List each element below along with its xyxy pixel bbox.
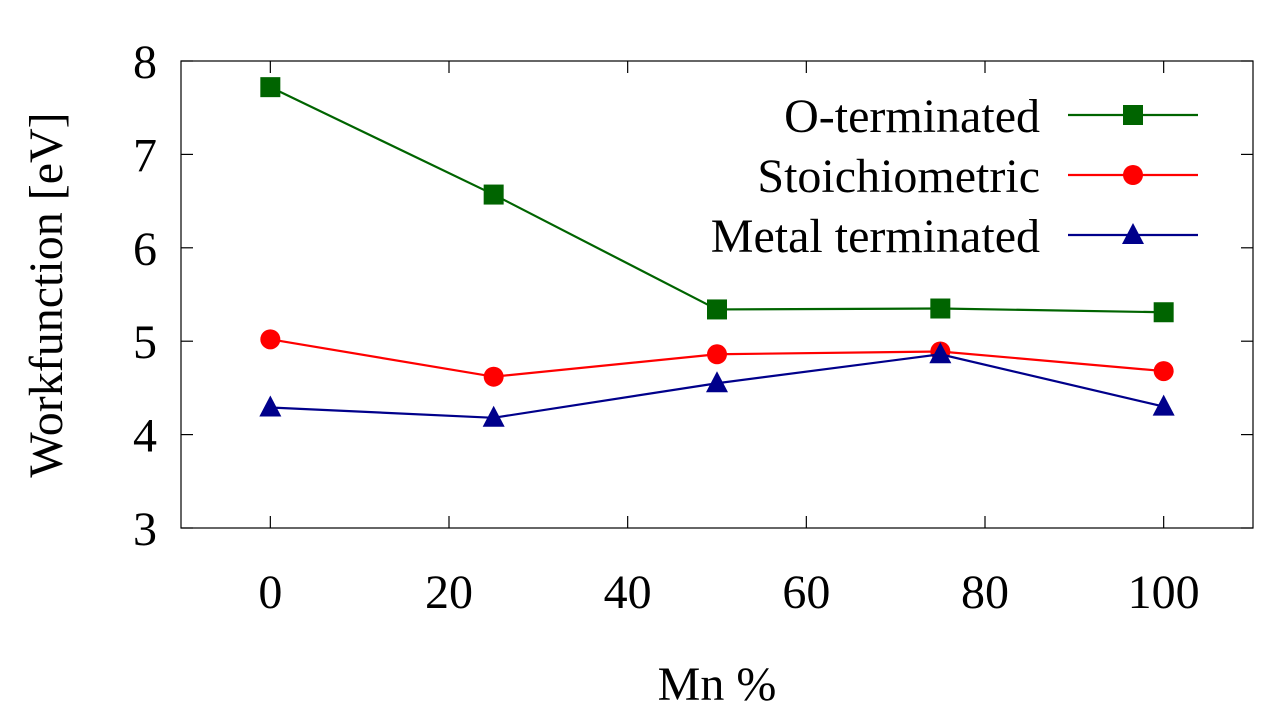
data-point-metal-terminated [929,342,952,364]
series-layer [259,77,1175,427]
y-tick-label: 5 [133,316,157,369]
data-point-metal-terminated [1152,394,1175,416]
data-point-o-terminated [930,298,951,319]
y-tick-label: 6 [133,223,157,276]
x-tick-label: 0 [258,566,282,619]
data-point-o-terminated [707,299,727,320]
x-axis-label: Mn % [658,658,777,711]
y-tick-label: 7 [133,129,157,182]
plot-frame [180,60,1254,529]
data-point-stoichiometric [1153,361,1174,382]
axis-ticks: 0 20 40 60 80 100 3 4 5 6 7 8 [133,36,1253,619]
x-tick-label: 80 [961,566,1009,619]
data-point-o-terminated [260,77,281,98]
x-tick-label: 60 [782,566,830,619]
legend-label-stoichiometric: Stoichiometric [757,150,1040,203]
legend-marker-stoichiometric [1123,165,1143,185]
series-metal-terminated [259,342,1175,427]
data-point-stoichiometric [707,344,727,365]
legend: O-terminated Stoichiometric Metal terminat… [711,90,1198,263]
legend-label-metal-terminated: Metal terminated [711,210,1040,263]
data-point-metal-terminated [482,405,505,427]
y-tick-label: 8 [133,36,157,89]
x-tick-label: 40 [604,566,652,619]
series-o-terminated [260,77,1174,323]
legend-marker-metal-terminated [1122,223,1144,244]
legend-label-o-terminated: O-terminated [784,90,1040,143]
data-point-metal-terminated [706,371,728,393]
data-point-stoichiometric [483,366,504,387]
x-tick-label: 100 [1128,566,1200,619]
data-point-o-terminated [483,184,504,205]
legend-marker-o-terminated [1123,105,1143,125]
data-point-metal-terminated [259,395,282,417]
data-point-stoichiometric [260,329,281,350]
y-tick-label: 4 [133,410,157,463]
y-tick-label: 3 [133,503,157,556]
x-tick-label: 20 [425,566,473,619]
y-axis-label: Workfunction [eV] [20,112,73,477]
data-point-o-terminated [1153,302,1174,323]
